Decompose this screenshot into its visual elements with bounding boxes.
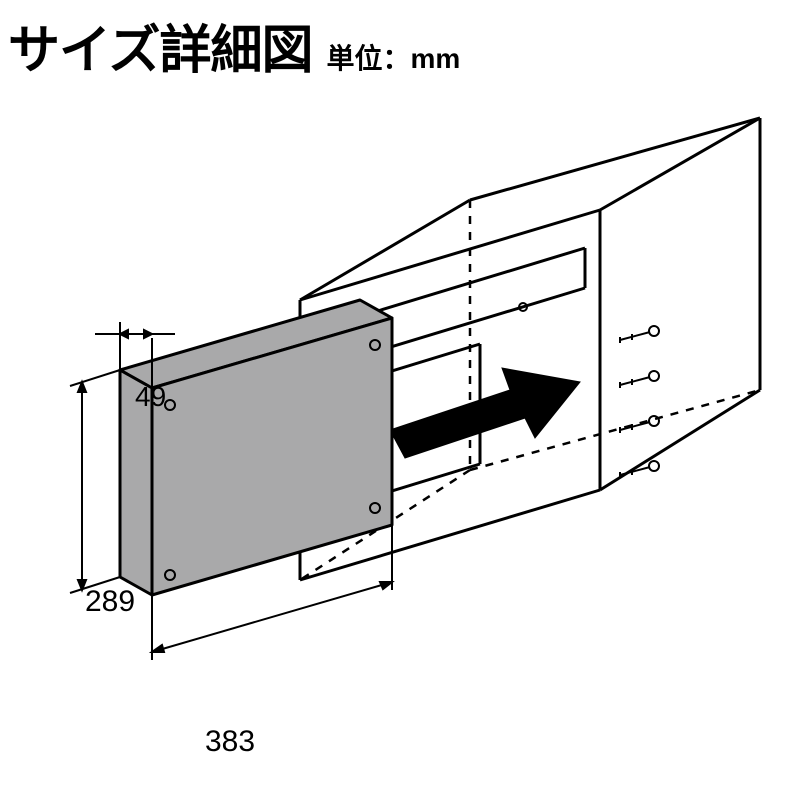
page: サイズ詳細図 単位：mm: [0, 0, 800, 800]
dimension-depth-label: 49: [135, 381, 166, 413]
screw-icon: [620, 326, 659, 343]
dimension-width-label: 383: [205, 725, 255, 759]
page-title: サイズ詳細図: [8, 8, 312, 83]
direction-arrow-icon: [390, 368, 580, 458]
front-panel: [120, 300, 392, 595]
unit-label: 単位：mm: [326, 37, 460, 77]
header: サイズ詳細図 単位：mm: [8, 8, 460, 83]
screw-icon: [620, 371, 659, 388]
screw-icon: [620, 416, 659, 433]
dimension-height-label: 289: [85, 585, 135, 619]
diagram-container: 49 289 383: [40, 90, 760, 730]
